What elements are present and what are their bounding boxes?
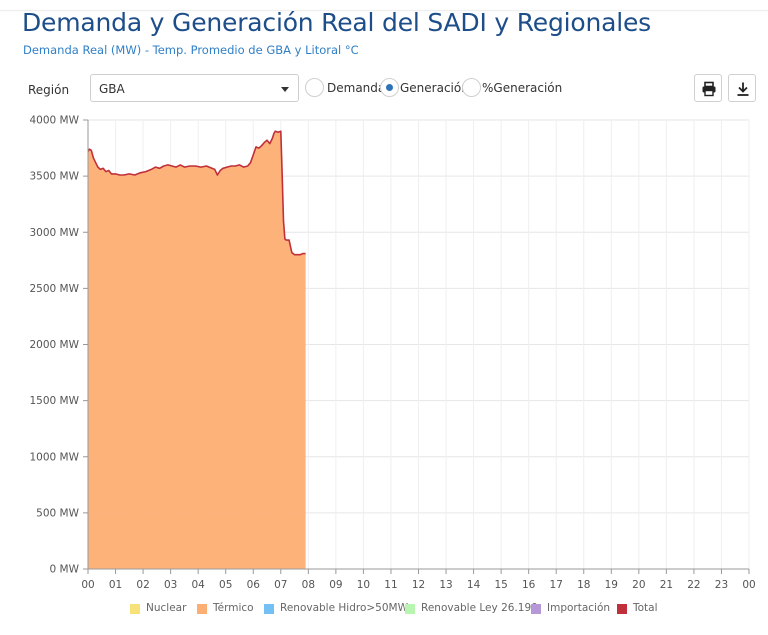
download-button[interactable] [728, 74, 756, 102]
legend-swatch [130, 604, 140, 614]
legend-swatch [197, 604, 207, 614]
y-tick-label: 2500 MW [29, 283, 79, 295]
x-tick-label: 13 [439, 579, 452, 591]
legend-swatch [264, 604, 274, 614]
x-tick-label: 21 [660, 579, 673, 591]
legend-label: Total [633, 602, 658, 614]
legend-swatch [531, 604, 541, 614]
chevron-down-icon [281, 87, 289, 92]
x-tick-label: 16 [522, 579, 536, 591]
radio-demanda-circle[interactable] [305, 78, 324, 97]
y-tick-label: 1000 MW [29, 451, 79, 463]
x-tick-label: 07 [274, 579, 287, 591]
x-tick-label: 04 [191, 579, 205, 591]
x-tick-label: 01 [109, 579, 122, 591]
region-select-value: GBA [99, 82, 125, 96]
x-tick-label: 10 [357, 579, 370, 591]
x-tick-label: 05 [219, 579, 232, 591]
y-tick-label: 3500 MW [29, 171, 79, 183]
region-label: Región [28, 83, 70, 97]
legend-swatch [617, 604, 627, 614]
y-tick-label: 3000 MW [29, 227, 79, 239]
chart-legend: Nuclear Térmico Renovable Hidro>50MW Renova… [0, 602, 768, 618]
x-tick-label: 15 [494, 579, 507, 591]
region-select[interactable]: GBA [90, 74, 299, 102]
x-tick-label: 02 [136, 579, 149, 591]
legend-label: Renovable Hidro>50MW [280, 602, 408, 614]
x-tick-label: 00 [81, 579, 94, 591]
legend-label: Renovable Ley 26.190 [421, 602, 538, 614]
radio-porcentaje-generacion-label: %Generación [482, 81, 563, 95]
controls-bar: Región GBA Demanda Generación %Generació… [0, 72, 768, 106]
legend-label: Importación [547, 602, 611, 614]
page-title: Demanda y Generación Real del SADI y Reg… [22, 8, 651, 37]
x-tick-label: 19 [605, 579, 618, 591]
x-tick-label: 08 [302, 579, 315, 591]
legend-swatch [405, 604, 415, 614]
x-tick-label: 11 [384, 579, 397, 591]
legend-label: Nuclear [146, 602, 187, 614]
radio-porcentaje-generacion-circle[interactable] [462, 78, 481, 97]
print-button[interactable] [694, 74, 722, 102]
x-tick-label: 09 [329, 579, 342, 591]
x-tick-label: 12 [412, 579, 425, 591]
x-tick-label: 14 [467, 579, 481, 591]
x-tick-label: 23 [715, 579, 728, 591]
y-tick-label: 2000 MW [29, 339, 79, 351]
x-tick-label: 22 [687, 579, 700, 591]
radio-generacion-label: Generación [400, 81, 469, 95]
generation-chart: 0 MW 500 MW 1000 MW 1500 MW 2000 MW 2500 MW 30… [29, 115, 755, 592]
y-tick-label: 500 MW [36, 507, 79, 519]
series-area-t-rmico [88, 131, 306, 569]
top-divider [0, 10, 768, 11]
y-tick-label: 4000 MW [29, 115, 79, 127]
x-tick-label: 00 [742, 579, 755, 591]
x-tick-label: 20 [632, 579, 645, 591]
x-tick-label: 17 [550, 579, 563, 591]
y-tick-label: 0 MW [50, 564, 80, 576]
series-line-total [87, 130, 306, 256]
radio-demanda-label: Demanda [327, 81, 386, 95]
radio-generacion-circle[interactable] [380, 78, 399, 97]
x-tick-label: 03 [164, 579, 177, 591]
legend-label: Térmico [213, 602, 254, 614]
y-tick-label: 1500 MW [29, 395, 79, 407]
x-tick-label: 18 [577, 579, 590, 591]
x-tick-label: 06 [247, 579, 261, 591]
page-subtitle: Demanda Real (MW) - Temp. Promedio de GB… [23, 43, 359, 57]
